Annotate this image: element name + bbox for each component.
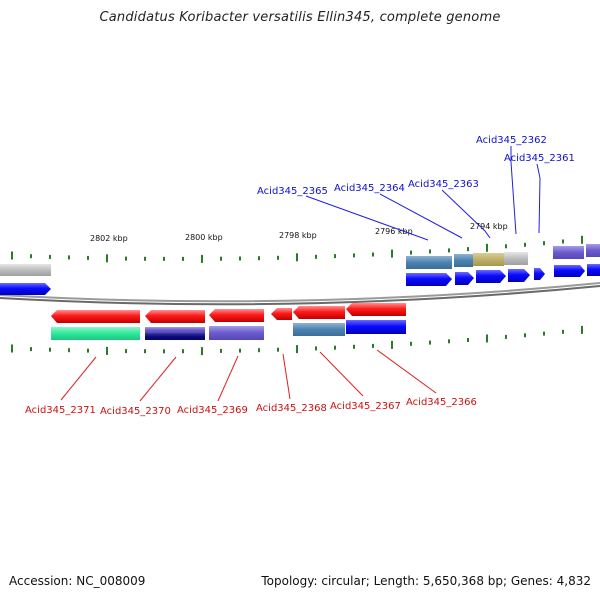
accession-text: Accession: NC_008009 xyxy=(9,574,146,588)
gene-gray-left[interactable] xyxy=(0,264,51,276)
gene-navy-2370[interactable] xyxy=(145,333,205,340)
label-acid345-2367[interactable]: Acid345_2367 xyxy=(330,401,401,412)
gene-steel-2365[interactable] xyxy=(406,256,452,269)
label-acid345-2370[interactable]: Acid345_2370 xyxy=(100,406,171,417)
leader-2362 xyxy=(510,146,517,235)
scale-label-2794: 2794 kbp xyxy=(470,222,508,231)
leader-2364 xyxy=(379,193,463,239)
scale-ticks-top xyxy=(11,235,583,263)
gene-blue-2363[interactable] xyxy=(476,270,506,283)
gene-red-2368[interactable] xyxy=(271,308,292,320)
gene-red-2369[interactable] xyxy=(209,309,264,322)
leader-2363 xyxy=(441,189,491,239)
label-acid345-2363[interactable]: Acid345_2363 xyxy=(408,179,479,190)
gene-blue-2364[interactable] xyxy=(455,272,474,285)
gene-green-2371[interactable] xyxy=(51,327,140,340)
label-acid345-2366[interactable]: Acid345_2366 xyxy=(406,397,477,408)
minus-strand-genes xyxy=(51,303,406,340)
leader-2361 xyxy=(536,163,541,234)
leader-2368 xyxy=(282,353,291,400)
leader-2371 xyxy=(60,356,97,401)
minus-leader-lines xyxy=(60,349,437,402)
label-acid345-2364[interactable]: Acid345_2364 xyxy=(334,183,405,194)
scale-label-2796: 2796 kbp xyxy=(375,227,413,236)
backbone xyxy=(0,282,600,306)
minus-gene-labels: Acid345_2371 Acid345_2370 Acid345_2369 A… xyxy=(25,397,477,417)
leader-2370 xyxy=(139,356,177,402)
gene-blue-2366[interactable] xyxy=(346,320,406,334)
gene-blue-left[interactable] xyxy=(0,283,51,295)
backbone-line-inner xyxy=(0,285,600,306)
scale-label-2798: 2798 kbp xyxy=(279,231,317,240)
scale-label-2800: 2800 kbp xyxy=(185,233,223,242)
label-acid345-2371[interactable]: Acid345_2371 xyxy=(25,405,96,416)
gene-purple-2370[interactable] xyxy=(145,327,205,333)
gene-blue-2362[interactable] xyxy=(508,269,530,282)
label-acid345-2361[interactable]: Acid345_2361 xyxy=(504,153,575,164)
gene-red-2367[interactable] xyxy=(293,306,345,319)
leader-2367 xyxy=(319,351,364,397)
plus-gene-labels: Acid345_2362 Acid345_2361 Acid345_2365 A… xyxy=(257,135,575,197)
gene-red-2370[interactable] xyxy=(145,310,205,323)
backbone-line-outer xyxy=(0,282,600,303)
leader-2369 xyxy=(217,355,239,402)
gene-steel-2364[interactable] xyxy=(454,254,473,267)
gene-blue-right2[interactable] xyxy=(587,264,600,276)
gene-red-2371[interactable] xyxy=(51,310,140,323)
leader-2366 xyxy=(376,349,437,394)
label-acid345-2369[interactable]: Acid345_2369 xyxy=(177,405,248,416)
scale-labels: 2802 kbp 2800 kbp 2798 kbp 2796 kbp 2794… xyxy=(90,222,508,243)
plus-leader-lines xyxy=(305,146,541,241)
gene-purple-2369[interactable] xyxy=(209,326,264,340)
gene-gray-2363b[interactable] xyxy=(504,252,528,265)
gene-olive-2363[interactable] xyxy=(473,253,504,266)
gene-blue-2365[interactable] xyxy=(406,273,452,286)
scale-label-2802: 2802 kbp xyxy=(90,234,128,243)
gene-purple-right1[interactable] xyxy=(553,246,584,259)
genome-title: Candidatus Koribacter versatilis Ellin34… xyxy=(99,10,501,25)
label-acid345-2365[interactable]: Acid345_2365 xyxy=(257,186,328,197)
gene-purple-right2[interactable] xyxy=(586,244,600,257)
gene-blue-right1[interactable] xyxy=(554,265,585,277)
plus-strand-genes xyxy=(0,244,600,295)
leader-2365 xyxy=(305,195,429,241)
topology-text: Topology: circular; Length: 5,650,368 bp… xyxy=(261,574,591,588)
label-acid345-2368[interactable]: Acid345_2368 xyxy=(256,403,327,414)
gene-red-2366[interactable] xyxy=(346,303,406,316)
gene-steel-2367[interactable] xyxy=(293,323,345,336)
gene-blue-2361[interactable] xyxy=(534,268,545,280)
label-acid345-2362[interactable]: Acid345_2362 xyxy=(476,135,547,146)
scale-ticks-bottom xyxy=(11,325,583,356)
